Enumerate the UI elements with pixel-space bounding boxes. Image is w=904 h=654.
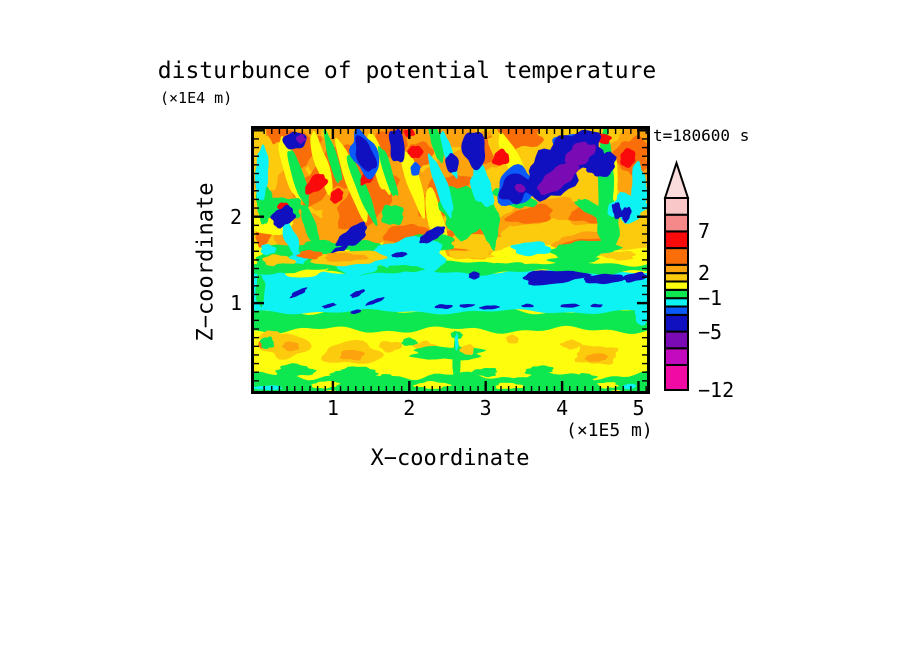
colorbar-segment — [664, 305, 689, 316]
colorbar — [663, 160, 690, 392]
colorbar-segment — [664, 213, 689, 233]
contour-field — [254, 129, 647, 391]
colorbar-segment — [664, 272, 689, 283]
colorbar-segment — [664, 313, 689, 333]
colorbar-segment — [664, 363, 689, 392]
plot-frame — [251, 126, 650, 394]
colorbar-segment — [664, 347, 689, 366]
x-tick-label: 1 — [326, 396, 339, 420]
y-axis-unit-label: (×1E4 m) — [160, 89, 233, 107]
colorbar-label: −1 — [698, 286, 723, 311]
x-tick-label: 2 — [403, 396, 416, 420]
colorbar-segment — [664, 288, 689, 300]
colorbar-segment — [664, 263, 689, 275]
x-axis-unit-label: (×1E5 m) — [566, 420, 653, 441]
time-annotation: t=180600 s — [653, 126, 750, 145]
colorbar-label: 7 — [698, 219, 711, 244]
colorbar-label: 2 — [698, 261, 711, 286]
colorbar-arrow — [663, 160, 690, 199]
y-tick-label: 1 — [229, 291, 242, 316]
colorbar-segment — [664, 197, 689, 216]
y-tick-label: 2 — [229, 204, 242, 229]
colorbar-segment — [664, 230, 689, 250]
x-tick-label: 5 — [632, 396, 645, 420]
colorbar-segment — [664, 247, 689, 266]
x-tick-label: 3 — [479, 396, 492, 420]
colorbar-segment — [664, 297, 689, 308]
x-axis-title: X−coordinate — [370, 446, 530, 471]
colorbar-label: −5 — [698, 319, 723, 344]
y-axis-title: Z−coordinate — [193, 182, 219, 342]
plot-title: disturbunce of potential temperature — [157, 58, 657, 84]
colorbar-segment — [664, 280, 689, 291]
colorbar-segment — [664, 330, 689, 350]
x-tick-label: 4 — [556, 396, 569, 420]
colorbar-label: −12 — [698, 378, 735, 402]
